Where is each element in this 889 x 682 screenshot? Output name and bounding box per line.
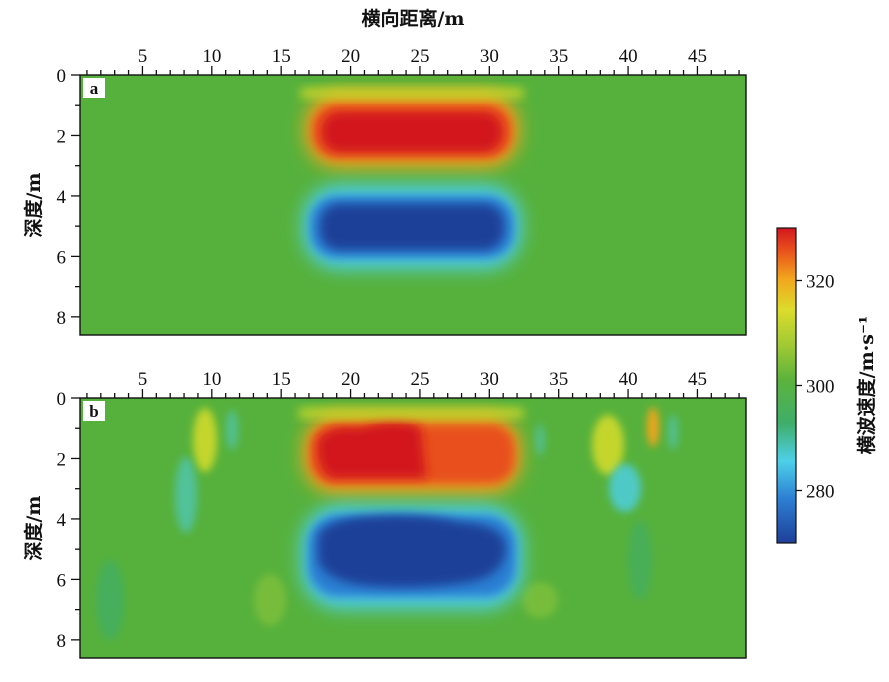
x-tick-label: 25: [410, 46, 429, 67]
x-tick-label: 40: [619, 369, 638, 390]
panel-a-anomaly-low: [303, 185, 521, 269]
panel-a-label: a: [90, 79, 99, 98]
x-tick-label: 40: [619, 46, 638, 67]
x-tick-label: 20: [341, 46, 360, 67]
x-tick-label: 5: [138, 369, 148, 390]
panel-b-y-ticks: 0 2 4 6 8: [57, 389, 80, 652]
panel-b-y-axis-title: 深度/m: [22, 495, 45, 560]
x-tick-label: 15: [272, 46, 291, 67]
x-tick-label: 15: [272, 369, 291, 390]
x-tick-label: 20: [341, 369, 360, 390]
panel-a-y-ticks: 0 2 4 6 8: [57, 66, 80, 329]
panel-a-label-box: [83, 78, 105, 98]
colorbar-tick-label: 320: [806, 272, 835, 293]
y-tick-label: 4: [57, 187, 67, 208]
x-tick-label: 35: [549, 46, 568, 67]
x-tick-label: 45: [688, 46, 707, 67]
colorbar-ticks: 280 300 320: [796, 272, 835, 503]
panel-a-y-axis-title: 深度/m: [22, 172, 45, 237]
panel-a: 5 10 15 20 25 30 35 40 45 0 2 4 6 8 a 深度/m: [22, 46, 747, 336]
panel-a-anomaly-high: [300, 88, 524, 168]
colorbar: 280 300 320 横波速度/m·s⁻¹: [776, 227, 878, 544]
y-tick-label: 6: [57, 570, 67, 591]
panel-b: 5 10 15 20 25 30 35 40 45 0 2 4 6 8 b 深度/m: [22, 369, 747, 659]
x-tick-label: 5: [138, 46, 148, 67]
colorbar-tick-label: 300: [806, 377, 835, 398]
panel-b-label: b: [89, 402, 98, 421]
x-tick-label: 30: [480, 369, 499, 390]
panel-b-label-box: [83, 401, 105, 421]
y-tick-label: 8: [57, 308, 67, 329]
panel-b-small-features: [96, 407, 678, 640]
colorbar-title: 横波速度/m·s⁻¹: [855, 316, 878, 455]
x-tick-label: 10: [202, 46, 221, 67]
x-tick-label: 10: [202, 369, 221, 390]
colorbar-tick-label: 280: [806, 482, 835, 503]
y-tick-label: 2: [57, 449, 67, 470]
y-tick-label: 8: [57, 631, 67, 652]
x-tick-label: 35: [549, 369, 568, 390]
x-tick-label: 25: [410, 369, 429, 390]
y-tick-label: 4: [57, 510, 67, 531]
panel-a-x-ticks: 5 10 15 20 25 30 35 40 45: [86, 46, 740, 75]
y-tick-label: 0: [57, 66, 67, 87]
y-tick-label: 2: [57, 126, 67, 147]
x-tick-label: 45: [688, 369, 707, 390]
panel-b-x-ticks: 5 10 15 20 25 30 35 40 45: [86, 369, 740, 398]
x-axis-title: 横向距离/m: [361, 7, 464, 30]
x-tick-label: 30: [480, 46, 499, 67]
y-tick-label: 6: [57, 247, 67, 268]
colorbar-gradient: [776, 227, 797, 544]
y-tick-label: 0: [57, 389, 67, 410]
panel-b-anomaly-low: [301, 505, 523, 609]
panel-b-anomaly-high: [298, 408, 524, 494]
